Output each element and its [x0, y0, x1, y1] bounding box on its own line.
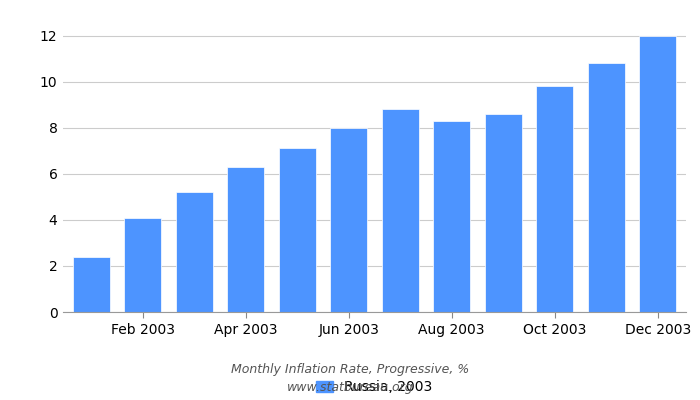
Text: Monthly Inflation Rate, Progressive, %: Monthly Inflation Rate, Progressive, % [231, 364, 469, 376]
Bar [279, 148, 316, 312]
Text: www.statbureau.org: www.statbureau.org [287, 381, 413, 394]
Bar [73, 257, 110, 312]
Bar [639, 36, 676, 312]
Bar [484, 114, 522, 312]
Legend: Russia, 2003: Russia, 2003 [316, 380, 433, 394]
Bar [330, 128, 368, 312]
Bar [536, 86, 573, 312]
Bar [176, 192, 213, 312]
Bar [382, 109, 419, 312]
Bar [125, 218, 161, 312]
Bar [588, 63, 624, 312]
Bar [433, 121, 470, 312]
Bar [228, 167, 265, 312]
